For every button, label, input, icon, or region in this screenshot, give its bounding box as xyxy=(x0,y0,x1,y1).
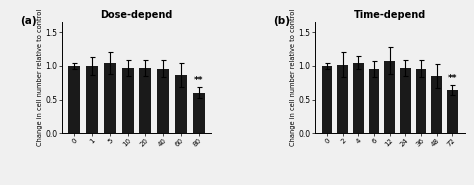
Bar xyxy=(122,68,134,133)
Bar xyxy=(157,69,169,133)
Bar xyxy=(369,69,379,133)
Bar xyxy=(175,75,187,133)
Bar xyxy=(68,66,81,133)
Bar xyxy=(337,65,348,133)
Bar xyxy=(353,63,364,133)
Bar xyxy=(321,66,332,133)
Bar xyxy=(416,69,426,133)
Bar xyxy=(400,68,410,133)
Text: (a): (a) xyxy=(20,16,36,26)
Bar xyxy=(431,76,442,133)
Bar xyxy=(192,93,205,133)
Text: (b): (b) xyxy=(273,16,290,26)
Bar xyxy=(86,66,98,133)
Bar xyxy=(384,60,395,133)
Title: Dose-depend: Dose-depend xyxy=(100,10,173,20)
Bar xyxy=(104,63,116,133)
Bar xyxy=(139,68,151,133)
Text: **: ** xyxy=(194,76,203,85)
Bar xyxy=(447,90,458,133)
Title: Time-depend: Time-depend xyxy=(354,10,426,20)
Y-axis label: Change in cell number relative to control: Change in cell number relative to contro… xyxy=(290,9,296,146)
Y-axis label: Change in cell number relative to control: Change in cell number relative to contro… xyxy=(36,9,43,146)
Text: **: ** xyxy=(447,74,457,83)
